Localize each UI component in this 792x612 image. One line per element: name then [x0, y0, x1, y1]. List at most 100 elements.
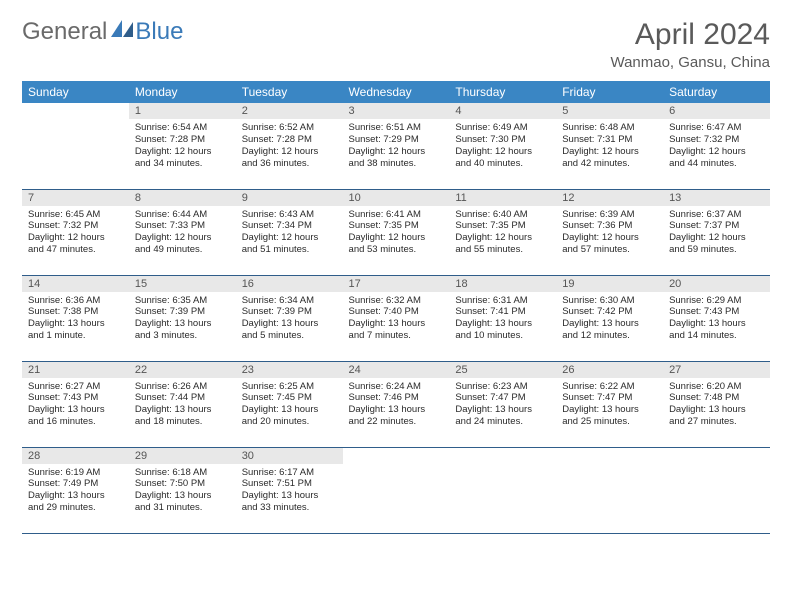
day-details: Sunrise: 6:41 AMSunset: 7:35 PMDaylight:…: [343, 206, 450, 261]
day-number: 17: [343, 276, 450, 292]
calendar-cell: 1Sunrise: 6:54 AMSunset: 7:28 PMDaylight…: [129, 103, 236, 189]
sunset-text: Sunset: 7:45 PM: [242, 392, 337, 404]
calendar-cell: 23Sunrise: 6:25 AMSunset: 7:45 PMDayligh…: [236, 361, 343, 447]
sunset-text: Sunset: 7:43 PM: [28, 392, 123, 404]
day-number: 11: [449, 190, 556, 206]
sunset-text: Sunset: 7:40 PM: [349, 306, 444, 318]
day-details: Sunrise: 6:44 AMSunset: 7:33 PMDaylight:…: [129, 206, 236, 261]
sunrise-text: Sunrise: 6:31 AM: [455, 295, 550, 307]
daylight-text: Daylight: 13 hours and 27 minutes.: [669, 404, 764, 428]
day-details: Sunrise: 6:54 AMSunset: 7:28 PMDaylight:…: [129, 119, 236, 174]
day-details: Sunrise: 6:19 AMSunset: 7:49 PMDaylight:…: [22, 464, 129, 519]
sunrise-text: Sunrise: 6:20 AM: [669, 381, 764, 393]
sunrise-text: Sunrise: 6:47 AM: [669, 122, 764, 134]
daylight-text: Daylight: 13 hours and 29 minutes.: [28, 490, 123, 514]
day-details: Sunrise: 6:49 AMSunset: 7:30 PMDaylight:…: [449, 119, 556, 174]
daylight-text: Daylight: 12 hours and 36 minutes.: [242, 146, 337, 170]
day-details: Sunrise: 6:20 AMSunset: 7:48 PMDaylight:…: [663, 378, 770, 433]
day-number: 13: [663, 190, 770, 206]
sunrise-text: Sunrise: 6:48 AM: [562, 122, 657, 134]
calendar-week: 28Sunrise: 6:19 AMSunset: 7:49 PMDayligh…: [22, 447, 770, 533]
day-details: Sunrise: 6:43 AMSunset: 7:34 PMDaylight:…: [236, 206, 343, 261]
title-block: April 2024 Wanmao, Gansu, China: [610, 18, 770, 71]
calendar-cell: 7Sunrise: 6:45 AMSunset: 7:32 PMDaylight…: [22, 189, 129, 275]
day-number: 8: [129, 190, 236, 206]
calendar-cell: [22, 103, 129, 189]
calendar-week: 7Sunrise: 6:45 AMSunset: 7:32 PMDaylight…: [22, 189, 770, 275]
daylight-text: Daylight: 12 hours and 38 minutes.: [349, 146, 444, 170]
calendar-body: 1Sunrise: 6:54 AMSunset: 7:28 PMDaylight…: [22, 103, 770, 533]
sunset-text: Sunset: 7:32 PM: [669, 134, 764, 146]
day-number: 6: [663, 103, 770, 119]
calendar-cell: 19Sunrise: 6:30 AMSunset: 7:42 PMDayligh…: [556, 275, 663, 361]
day-number: 12: [556, 190, 663, 206]
daylight-text: Daylight: 13 hours and 1 minute.: [28, 318, 123, 342]
daylight-text: Daylight: 12 hours and 55 minutes.: [455, 232, 550, 256]
sunrise-text: Sunrise: 6:32 AM: [349, 295, 444, 307]
sunrise-text: Sunrise: 6:19 AM: [28, 467, 123, 479]
day-details: Sunrise: 6:47 AMSunset: 7:32 PMDaylight:…: [663, 119, 770, 174]
dayname-thursday: Thursday: [449, 81, 556, 103]
dayname-tuesday: Tuesday: [236, 81, 343, 103]
sunrise-text: Sunrise: 6:22 AM: [562, 381, 657, 393]
daylight-text: Daylight: 13 hours and 25 minutes.: [562, 404, 657, 428]
sunset-text: Sunset: 7:28 PM: [242, 134, 337, 146]
calendar-cell: 5Sunrise: 6:48 AMSunset: 7:31 PMDaylight…: [556, 103, 663, 189]
sunrise-text: Sunrise: 6:54 AM: [135, 122, 230, 134]
day-details: Sunrise: 6:17 AMSunset: 7:51 PMDaylight:…: [236, 464, 343, 519]
sunrise-text: Sunrise: 6:27 AM: [28, 381, 123, 393]
day-details: Sunrise: 6:35 AMSunset: 7:39 PMDaylight:…: [129, 292, 236, 347]
daylight-text: Daylight: 13 hours and 14 minutes.: [669, 318, 764, 342]
sunset-text: Sunset: 7:35 PM: [349, 220, 444, 232]
calendar-week: 21 Sunrise: 6:27 AMSunset: 7:43 PM Dayligh…: [22, 361, 770, 447]
dayname-wednesday: Wednesday: [343, 81, 450, 103]
day-details: Sunrise: 6:31 AMSunset: 7:41 PMDaylight:…: [449, 292, 556, 347]
day-number: 28: [22, 448, 129, 464]
sunrise-text: Sunrise: 6:24 AM: [349, 381, 444, 393]
day-number: 29: [129, 448, 236, 464]
calendar-cell: [663, 447, 770, 533]
sunset-text: Sunset: 7:46 PM: [349, 392, 444, 404]
sunset-text: Sunset: 7:47 PM: [562, 392, 657, 404]
calendar-cell: 25Sunrise: 6:23 AMSunset: 7:47 PMDayligh…: [449, 361, 556, 447]
sunset-text: Sunset: 7:42 PM: [562, 306, 657, 318]
day-details: Sunrise: 6:23 AMSunset: 7:47 PMDaylight:…: [449, 378, 556, 433]
calendar-cell: 20Sunrise: 6:29 AMSunset: 7:43 PMDayligh…: [663, 275, 770, 361]
daylight-text: Daylight: 12 hours and 51 minutes.: [242, 232, 337, 256]
calendar-cell: 21Sunrise: 6:27 AMSunset: 7:43 PMDayligh…: [22, 361, 129, 447]
day-number: 16: [236, 276, 343, 292]
day-number: 9: [236, 190, 343, 206]
day-number: 18: [449, 276, 556, 292]
day-number: 24: [343, 362, 450, 378]
daylight-text: Daylight: 13 hours and 5 minutes.: [242, 318, 337, 342]
calendar-cell: 26Sunrise: 6:22 AMSunset: 7:47 PMDayligh…: [556, 361, 663, 447]
day-details: Sunrise: 6:18 AMSunset: 7:50 PMDaylight:…: [129, 464, 236, 519]
dayname-row: Sunday Monday Tuesday Wednesday Thursday…: [22, 81, 770, 103]
calendar-cell: 24Sunrise: 6:24 AMSunset: 7:46 PMDayligh…: [343, 361, 450, 447]
sunrise-text: Sunrise: 6:41 AM: [349, 209, 444, 221]
daylight-text: Daylight: 12 hours and 42 minutes.: [562, 146, 657, 170]
day-number: 10: [343, 190, 450, 206]
sunrise-text: Sunrise: 6:52 AM: [242, 122, 337, 134]
calendar-table: Sunday Monday Tuesday Wednesday Thursday…: [22, 81, 770, 534]
sunset-text: Sunset: 7:43 PM: [669, 306, 764, 318]
calendar-cell: 15Sunrise: 6:35 AMSunset: 7:39 PMDayligh…: [129, 275, 236, 361]
sunrise-text: Sunrise: 6:34 AM: [242, 295, 337, 307]
day-details: Sunrise: 6:52 AMSunset: 7:28 PMDaylight:…: [236, 119, 343, 174]
brand-logo: General Blue: [22, 18, 183, 46]
calendar-cell: 17Sunrise: 6:32 AMSunset: 7:40 PMDayligh…: [343, 275, 450, 361]
day-number: 19: [556, 276, 663, 292]
sunrise-text: Sunrise: 6:51 AM: [349, 122, 444, 134]
day-number: 3: [343, 103, 450, 119]
calendar-cell: 3Sunrise: 6:51 AMSunset: 7:29 PMDaylight…: [343, 103, 450, 189]
daylight-text: Daylight: 12 hours and 49 minutes.: [135, 232, 230, 256]
calendar-week: 14Sunrise: 6:36 AMSunset: 7:38 PMDayligh…: [22, 275, 770, 361]
daylight-text: Daylight: 13 hours and 22 minutes.: [349, 404, 444, 428]
day-number: 21: [22, 362, 129, 378]
brand-sail-icon: [111, 20, 133, 38]
sunset-text: Sunset: 7:44 PM: [135, 392, 230, 404]
day-number: 15: [129, 276, 236, 292]
calendar-week: 1Sunrise: 6:54 AMSunset: 7:28 PMDaylight…: [22, 103, 770, 189]
day-details: Sunrise: 6:24 AMSunset: 7:46 PMDaylight:…: [343, 378, 450, 433]
day-details: Sunrise: 6:48 AMSunset: 7:31 PMDaylight:…: [556, 119, 663, 174]
